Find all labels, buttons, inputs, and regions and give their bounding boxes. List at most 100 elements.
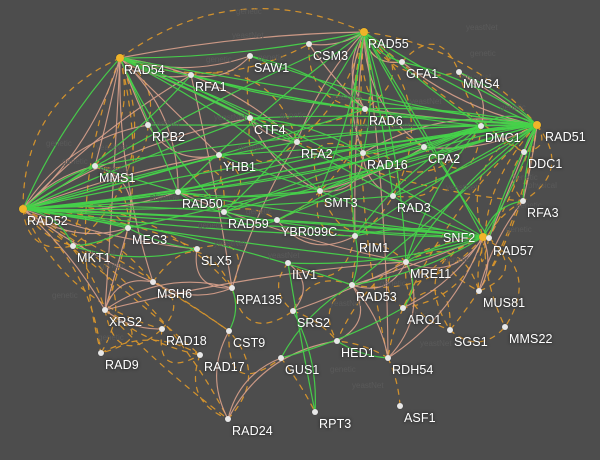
graph-node-label-rad6[interactable]: RAD6 [369,114,403,128]
graph-node-label-sgs1[interactable]: SGS1 [454,335,488,349]
graph-node-snf2[interactable] [479,233,487,241]
graph-node-label-ybr099c[interactable]: YBR099C [281,225,338,239]
graph-node-xrs2[interactable] [102,307,108,313]
graph-node-rpa135[interactable] [229,285,235,291]
graph-node-label-rdh54[interactable]: RDH54 [392,363,434,377]
graph-node-label-rfa2[interactable]: RFA2 [301,147,333,161]
graph-node-label-mms1[interactable]: MMS1 [99,171,136,185]
graph-node-label-ilv1[interactable]: ILV1 [292,268,318,282]
graph-node-cpa2[interactable] [421,144,427,150]
graph-node-label-rfa1[interactable]: RFA1 [195,80,227,94]
graph-node-rad52[interactable] [19,205,27,213]
graph-node-mms1[interactable] [92,163,98,169]
graph-node-label-cpa2[interactable]: CPA2 [428,152,461,166]
graph-node-mec3[interactable] [125,225,131,231]
graph-node-label-aro1[interactable]: ARO1 [407,313,442,327]
graph-node-smt3[interactable] [317,188,323,194]
graph-node-label-rim1[interactable]: RIM1 [359,241,390,255]
graph-node-label-saw1[interactable]: SAW1 [254,61,290,75]
graph-node-label-rad17[interactable]: RAD17 [204,360,245,374]
graph-node-label-rad50[interactable]: RAD50 [182,197,223,211]
graph-node-slx5[interactable] [194,246,200,252]
graph-node-label-rad54[interactable]: RAD54 [124,63,165,77]
graph-node-rad3[interactable] [390,193,396,199]
graph-node-label-dmc1[interactable]: DMC1 [485,131,521,145]
graph-node-ctf4[interactable] [247,115,253,121]
graph-node-label-rpa135[interactable]: RPA135 [236,293,283,307]
graph-node-label-mre11[interactable]: MRE11 [410,267,452,281]
graph-node-yhb1[interactable] [216,152,222,158]
graph-node-label-rad9[interactable]: RAD9 [105,358,139,372]
graph-node-rad57[interactable] [486,235,492,241]
graph-node-label-rad51[interactable]: RAD51 [545,130,586,144]
graph-node-label-mus81[interactable]: MUS81 [483,296,526,310]
graph-node-rfa2[interactable] [294,139,300,145]
graph-node-label-ctf4[interactable]: CTF4 [254,123,286,137]
graph-node-label-mms4[interactable]: MMS4 [463,77,500,91]
graph-node-gus1[interactable] [278,355,284,361]
graph-node-label-smt3[interactable]: SMT3 [324,196,358,210]
graph-node-label-gfa1[interactable]: GFA1 [406,67,439,81]
graph-node-hed1[interactable] [334,338,340,344]
graph-node-label-rad18[interactable]: RAD18 [166,334,207,348]
graph-node-label-cst9[interactable]: CST9 [233,336,266,350]
graph-node-rad53[interactable] [349,282,355,288]
graph-node-cst9[interactable] [226,328,232,334]
graph-node-label-rpt3[interactable]: RPT3 [319,417,352,431]
graph-node-rfa1[interactable] [188,72,194,78]
graph-node-rad59[interactable] [221,209,227,215]
graph-node-mus81[interactable] [476,288,482,294]
graph-node-label-rad55[interactable]: RAD55 [368,37,409,51]
graph-node-rad51[interactable] [533,121,541,129]
graph-node-ybr099c[interactable] [274,217,280,223]
graph-node-label-xrs2[interactable]: XRS2 [109,315,143,329]
graph-node-label-rpb2[interactable]: RPB2 [152,130,186,144]
graph-node-mre11[interactable] [403,259,409,265]
graph-node-label-slx5[interactable]: SLX5 [201,254,232,268]
graph-node-label-rad59[interactable]: RAD59 [228,217,269,231]
graph-node-gfa1[interactable] [399,59,405,65]
graph-node-ddc1[interactable] [521,149,527,155]
graph-node-aro1[interactable] [400,305,406,311]
graph-node-saw1[interactable] [247,53,253,59]
graph-node-label-gus1[interactable]: GUS1 [285,363,320,377]
graph-node-rad18[interactable] [159,326,165,332]
graph-node-rad6[interactable] [362,106,368,112]
graph-node-label-rfa3[interactable]: RFA3 [527,206,559,220]
graph-node-label-srs2[interactable]: SRS2 [297,316,331,330]
graph-node-sgs1[interactable] [447,327,453,333]
graph-node-label-rad3[interactable]: RAD3 [397,201,431,215]
graph-node-label-rad57[interactable]: RAD57 [493,244,534,258]
graph-node-label-yhb1[interactable]: YHB1 [223,160,257,174]
graph-node-rad17[interactable] [197,352,203,358]
graph-node-rad24[interactable] [225,416,231,422]
graph-node-rdh54[interactable] [385,355,391,361]
graph-node-rad9[interactable] [98,350,104,356]
graph-node-label-hed1[interactable]: HED1 [341,346,375,360]
graph-node-label-mms22[interactable]: MMS22 [509,332,553,346]
graph-node-mms22[interactable] [502,324,508,330]
graph-node-label-ddc1[interactable]: DDC1 [528,157,563,171]
graph-node-label-rad16[interactable]: RAD16 [367,158,408,172]
graph-node-label-mkt1[interactable]: MKT1 [77,251,111,265]
graph-node-dmc1[interactable] [478,123,484,129]
graph-node-rpb2[interactable] [145,122,151,128]
graph-node-label-mec3[interactable]: MEC3 [132,233,168,247]
graph-node-rim1[interactable] [352,233,358,239]
graph-node-rad54[interactable] [116,54,124,62]
graph-node-rfa3[interactable] [520,198,526,204]
graph-node-rad50[interactable] [175,189,181,195]
graph-node-ilv1[interactable] [285,260,291,266]
graph-node-rad16[interactable] [360,150,366,156]
graph-node-mkt1[interactable] [70,243,76,249]
graph-node-mms4[interactable] [456,69,462,75]
graph-node-srs2[interactable] [290,308,296,314]
graph-node-label-csm3[interactable]: CSM3 [313,49,349,63]
graph-node-label-rad52[interactable]: RAD52 [27,214,68,228]
graph-node-csm3[interactable] [306,41,312,47]
graph-node-label-msh6[interactable]: MSH6 [157,287,193,301]
graph-node-asf1[interactable] [397,403,403,409]
graph-node-rpt3[interactable] [312,409,318,415]
graph-node-rad55[interactable] [360,28,368,36]
graph-node-msh6[interactable] [150,279,156,285]
